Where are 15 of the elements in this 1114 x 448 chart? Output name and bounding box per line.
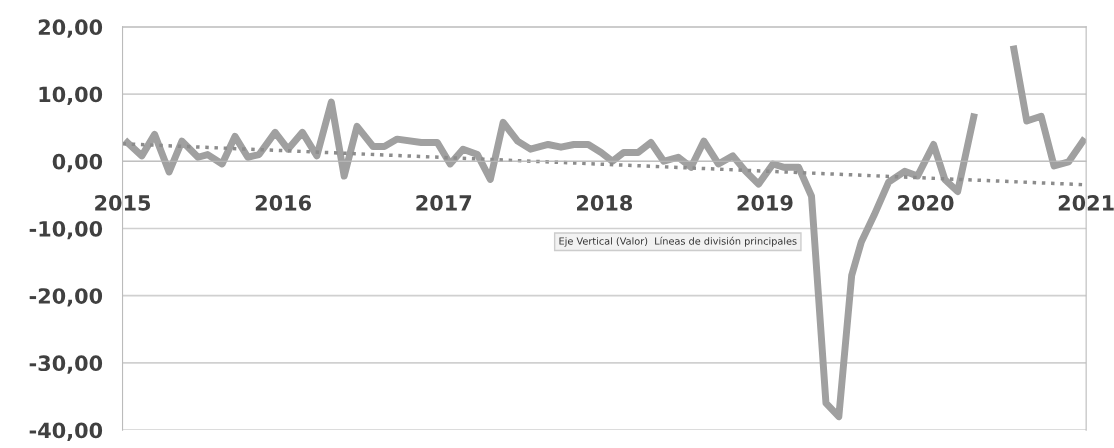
y-tick-label: -30,00 — [29, 355, 103, 374]
x-tick-label: 2019 — [737, 194, 793, 211]
annotation: Eje Vertical (Valor) Líneas de división principales — [559, 236, 797, 247]
x-tick-label: 2015 — [95, 194, 151, 211]
y-tick-label: 20,00 — [38, 19, 103, 38]
y-tick-label: 0,00 — [52, 153, 103, 173]
y-tick-label: -20,00 — [29, 288, 103, 307]
x-tick-label: 2018 — [577, 194, 633, 211]
x-tick-label: 2017 — [416, 194, 472, 211]
y-tick-label: -10,00 — [29, 220, 103, 240]
x-tick-label: 2016 — [255, 194, 312, 211]
y-tick-label: -40,00 — [29, 422, 103, 441]
x-tick-label: 2020 — [898, 194, 954, 211]
x-tick-label: 2021 — [1058, 194, 1114, 211]
y-tick-label: 10,00 — [39, 86, 103, 105]
